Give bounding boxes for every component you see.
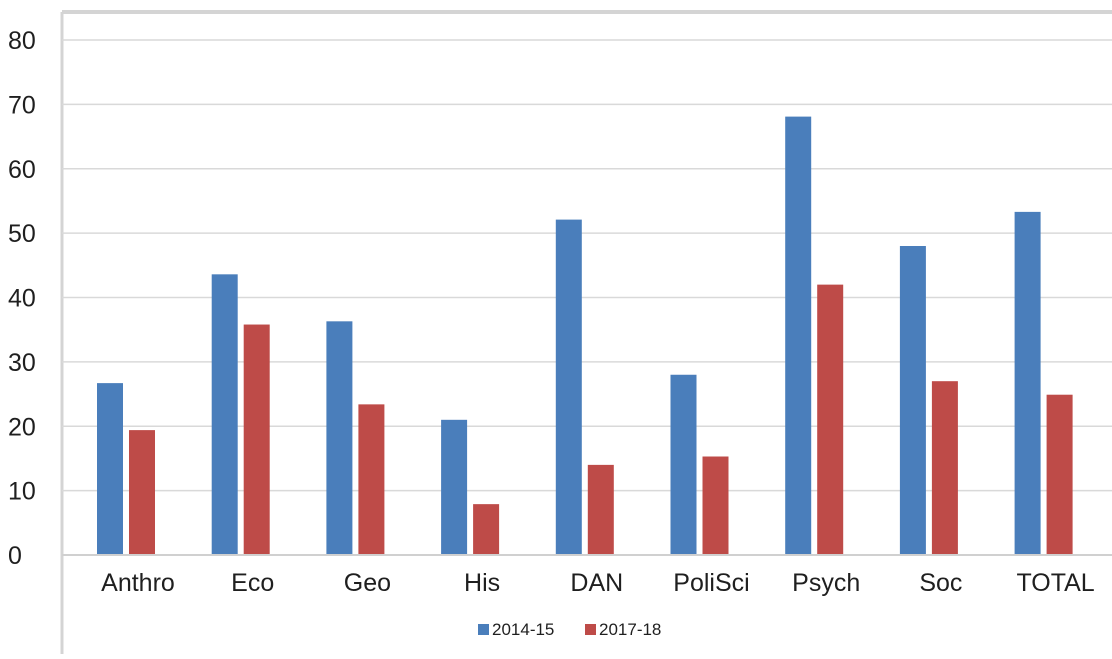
x-tick-label: His [464, 569, 500, 597]
x-axis-ticks: Anthro Eco Geo His DAN PoliSci Psych Soc TOTAL [101, 569, 1095, 597]
y-tick-label: 0 [8, 542, 22, 570]
x-tick-label: DAN [570, 569, 623, 597]
bar-geo-2014-15 [326, 321, 353, 555]
y-tick-label: 70 [8, 91, 36, 119]
x-tick-label: Geo [344, 569, 391, 597]
bar-polisci-2014-15 [670, 374, 697, 555]
x-tick-label: Psych [792, 569, 860, 597]
bar-eco-2017-18 [243, 324, 270, 555]
bar-dan-2014-15 [555, 219, 582, 555]
x-tick-label: Anthro [101, 569, 175, 597]
bar-his-2014-15 [441, 419, 468, 555]
bar-soc-2014-15 [899, 246, 926, 555]
legend-label: 2017-18 [599, 620, 661, 639]
x-tick-label: PoliSci [673, 569, 749, 597]
bar-total-2017-18 [1046, 394, 1073, 555]
bar-eco-2014-15 [211, 274, 238, 555]
bar-anthro-2017-18 [129, 430, 155, 555]
legend-swatch-2014-15 [478, 624, 489, 635]
y-tick-label: 80 [8, 27, 36, 55]
bar-anthro-2014-15 [97, 383, 123, 555]
x-tick-label: Eco [231, 569, 274, 597]
y-tick-label: 50 [8, 220, 36, 248]
chart-frame [60, 10, 1112, 654]
y-tick-label: 60 [8, 156, 36, 184]
bar-polisci-2017-18 [702, 456, 729, 555]
bar-dan-2017-18 [587, 464, 614, 555]
legend-swatch-2017-18 [585, 624, 596, 635]
bar-his-2017-18 [473, 504, 500, 555]
y-tick-label: 40 [8, 285, 36, 313]
bar-psych-2014-15 [785, 116, 812, 555]
x-tick-label: Soc [919, 569, 962, 597]
bar-psych-2017-18 [817, 284, 844, 555]
y-tick-label: 10 [8, 478, 36, 506]
legend: 2014-15 2017-18 [478, 620, 661, 639]
y-axis-ticks: 0 10 20 30 40 50 60 70 80 [8, 27, 36, 570]
y-tick-label: 20 [8, 413, 36, 441]
bars [97, 116, 1073, 555]
bar-soc-2017-18 [931, 381, 958, 555]
legend-label: 2014-15 [492, 620, 554, 639]
bar-total-2014-15 [1014, 211, 1041, 555]
y-tick-label: 30 [8, 349, 36, 377]
bar-geo-2017-18 [358, 404, 385, 555]
x-tick-label: TOTAL [1016, 569, 1094, 597]
